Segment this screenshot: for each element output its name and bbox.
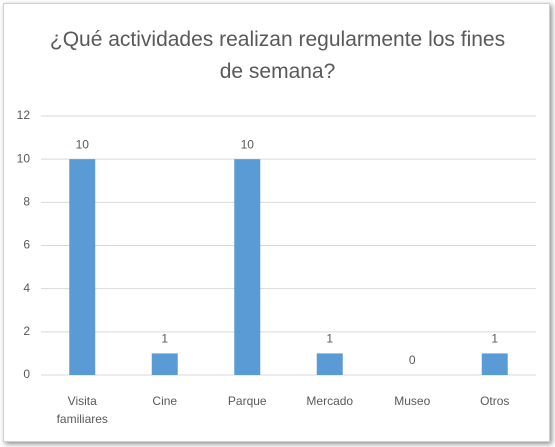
x-tick-label: Mercado xyxy=(306,394,354,408)
bar xyxy=(69,159,96,375)
y-tick-label: 4 xyxy=(23,281,30,295)
y-tick-label: 6 xyxy=(23,238,30,252)
bar xyxy=(316,353,343,375)
data-label: 1 xyxy=(161,332,168,346)
data-label: 0 xyxy=(409,353,416,367)
bar xyxy=(234,159,261,375)
x-tick-label: Otros xyxy=(480,394,510,408)
x-tick-label: Museo xyxy=(394,394,431,408)
chart-title: ¿Qué actividades realizan regularmente l… xyxy=(49,28,506,83)
y-tick-label: 8 xyxy=(23,195,30,209)
y-tick-label: 2 xyxy=(23,324,30,338)
bar xyxy=(151,353,178,375)
x-tick-label: Parque xyxy=(227,394,267,408)
data-label: 10 xyxy=(76,137,90,151)
x-tick-label: Cine xyxy=(152,394,178,408)
data-label: 10 xyxy=(241,137,255,151)
y-tick-label: 10 xyxy=(17,151,31,165)
bar xyxy=(481,353,508,375)
x-tick-label: Visita familiares xyxy=(56,394,108,426)
data-label: 1 xyxy=(326,332,333,346)
data-label: 1 xyxy=(491,332,498,346)
y-tick-label: 12 xyxy=(17,108,31,122)
y-tick-label: 0 xyxy=(23,367,30,381)
